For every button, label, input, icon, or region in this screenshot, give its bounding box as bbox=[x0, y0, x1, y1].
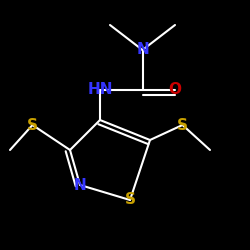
Text: S: S bbox=[27, 118, 38, 132]
Text: S: S bbox=[177, 118, 188, 132]
Text: HN: HN bbox=[87, 82, 113, 98]
Text: S: S bbox=[124, 192, 136, 208]
Text: N: N bbox=[136, 42, 149, 58]
Text: O: O bbox=[168, 82, 181, 98]
Text: N: N bbox=[74, 178, 86, 192]
